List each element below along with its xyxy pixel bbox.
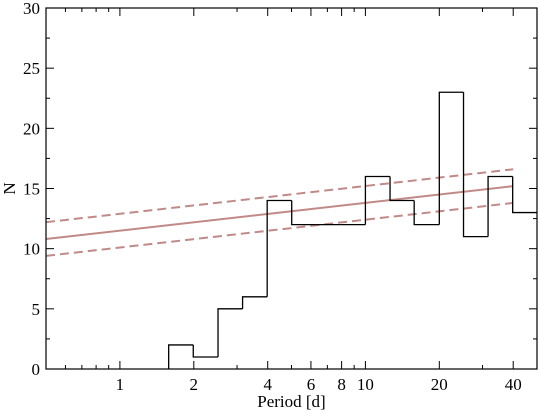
y-tick-label: 25 — [23, 59, 40, 78]
histogram-bar — [168, 344, 194, 369]
histogram-bar — [462, 92, 489, 238]
histogram-bar — [291, 200, 317, 226]
histogram-bar — [364, 175, 391, 225]
histogram-bar — [266, 199, 292, 297]
y-tick-label: 30 — [23, 0, 40, 18]
histogram-bar — [389, 176, 415, 202]
histogram-bar — [217, 308, 243, 357]
histogram-bar — [192, 344, 219, 358]
histogram-bar — [438, 91, 464, 225]
x-tick-label: 1 — [116, 375, 125, 394]
histogram-bar — [241, 296, 268, 309]
y-axis-label: N — [0, 182, 19, 194]
ticks-layer: 1 2 4 6 8 10 20 40 0 5 10 15 20 25 30 — [23, 0, 537, 394]
histogram-bar — [413, 200, 440, 226]
fit-layer — [45, 168, 514, 257]
histogram-bar — [487, 175, 513, 237]
x-tick-label: 6 — [307, 375, 316, 394]
y-tick-label: 0 — [32, 360, 41, 379]
y-tick-label: 20 — [23, 119, 40, 138]
x-axis-label: Period [d] — [257, 392, 325, 411]
fit-line — [45, 185, 514, 241]
fit-upper-bound — [45, 168, 514, 224]
x-tick-label: 40 — [505, 375, 522, 394]
histogram-bar — [512, 176, 537, 214]
x-tick-label: 20 — [431, 375, 448, 394]
y-tick-label: 5 — [32, 300, 41, 319]
x-tick-label: 8 — [337, 375, 346, 394]
histogram-layer — [168, 91, 537, 369]
fit-lower-bound — [45, 201, 514, 257]
x-tick-label: 4 — [263, 375, 272, 394]
y-tick-label: 10 — [23, 240, 40, 259]
x-tick-label: 2 — [190, 375, 199, 394]
y-tick-label: 15 — [23, 180, 40, 199]
x-tick-label: 10 — [357, 375, 374, 394]
